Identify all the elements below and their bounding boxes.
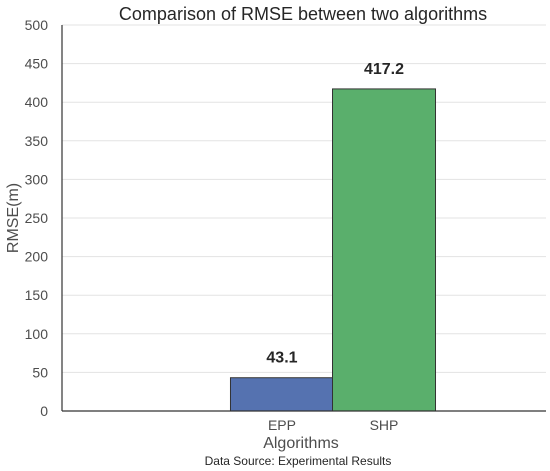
y-tick-label: 300	[25, 171, 49, 187]
y-tick-label: 150	[25, 287, 49, 303]
x-tick-label-epp: EPP	[268, 417, 296, 433]
data-label-epp: 43.1	[266, 350, 297, 367]
bar-epp	[229, 377, 334, 412]
bar-shp	[332, 88, 437, 412]
y-tick-labels: 0 50 100 150 200 250 300 350 400 450 500	[25, 17, 49, 419]
y-tick-label: 500	[25, 17, 49, 33]
grid-lines	[62, 24, 546, 373]
y-tick-label: 250	[25, 210, 49, 226]
y-tick-label: 0	[40, 403, 48, 419]
y-tick-label: 350	[25, 133, 49, 149]
x-axis-label: Algorithms	[263, 435, 339, 452]
y-tick-label: 400	[25, 94, 49, 110]
x-tick-label-shp: SHP	[370, 417, 399, 433]
y-tick-label: 200	[25, 249, 49, 265]
chart-title: Comparison of RMSE between two algorithm…	[119, 4, 487, 24]
y-tick-label: 50	[32, 364, 48, 380]
y-tick-label: 450	[25, 56, 49, 72]
x-tick-labels: EPP SHP	[268, 417, 398, 433]
data-labels: 43.1 417.2	[266, 61, 404, 367]
y-axis-label: RMSE(m)	[5, 183, 22, 253]
bars	[229, 88, 437, 412]
source-note: Data Source: Experimental Results	[205, 454, 392, 468]
data-label-shp: 417.2	[364, 61, 404, 78]
y-tick-label: 100	[25, 326, 49, 342]
